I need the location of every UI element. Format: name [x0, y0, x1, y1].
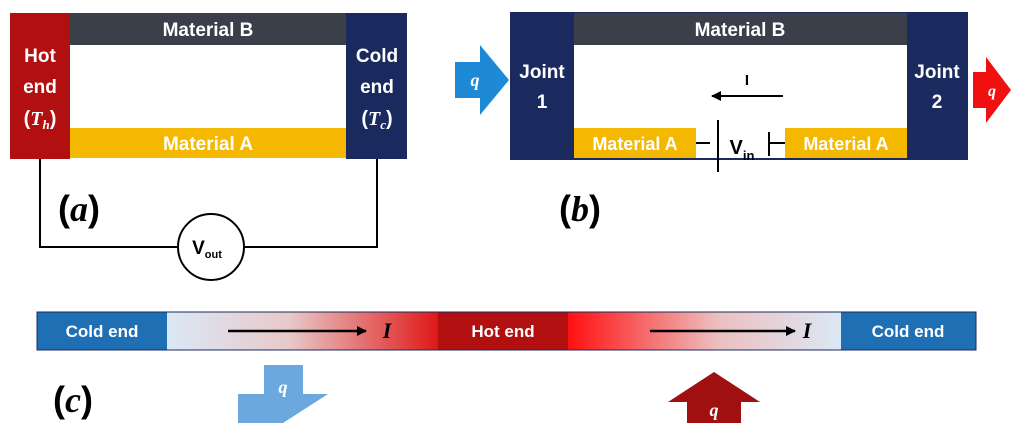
heat-down-label: q: [279, 377, 288, 397]
material-b-label-b: Material B: [695, 20, 786, 41]
heat-up-arrow: [668, 372, 760, 423]
joint-2-text-2: 2: [932, 92, 943, 113]
current-label-left: I: [382, 318, 393, 343]
current-label-b: I: [745, 72, 749, 89]
panel-c-outline: [36, 311, 977, 351]
joint-2-text-1: Joint: [914, 62, 960, 83]
circuit-wire: [39, 159, 378, 248]
cold-end-right-label: Cold end: [872, 322, 945, 341]
cold-end-block: [346, 13, 407, 159]
heat-out-label: q: [988, 83, 996, 100]
cold-end-right-block: [841, 312, 976, 350]
heat-down-arrow: [238, 365, 328, 423]
hot-end-temperature: (Th): [24, 108, 57, 132]
material-a-label-a: Material A: [163, 134, 253, 155]
material-b-label-a: Material B: [163, 20, 254, 41]
voltmeter: [177, 213, 245, 281]
joint-1-text-2: 1: [537, 92, 548, 113]
joint-2-block: [907, 13, 967, 159]
cold-end-text-1: Cold: [356, 46, 398, 67]
panel-a: Material B Material A Hot end (Th) Cold …: [10, 13, 407, 281]
hot-end-center-label: Hot end: [471, 322, 534, 341]
source-label: Vin: [730, 137, 755, 163]
panel-label-b: (b): [559, 188, 601, 229]
hot-end-text-1: Hot: [24, 46, 56, 67]
material-a-right-label: Material A: [803, 134, 888, 154]
cold-end-left-label: Cold end: [66, 322, 139, 341]
panel-label-a: (a): [58, 188, 100, 229]
heat-out-arrow: [973, 57, 1011, 123]
panel-c: Cold end Hot end Cold end I I q q (c): [36, 311, 977, 423]
material-b-bar-a: [70, 13, 346, 45]
material-a-left-label: Material A: [592, 134, 677, 154]
cold-end-text-2: end: [360, 77, 394, 98]
joint-1-text-1: Joint: [519, 62, 565, 83]
panel-label-c: (c): [53, 379, 93, 420]
heat-in-label: q: [471, 70, 480, 90]
material-a-right-bar: [785, 128, 907, 158]
joint-1-block: [511, 13, 574, 159]
current-label-right: I: [802, 318, 813, 343]
voltmeter-label: Vout: [192, 238, 222, 261]
heat-in-arrow: [455, 45, 509, 115]
material-b-bar-b: [574, 13, 907, 45]
panel-b: Material B Joint 1 Joint 2 Material A Ma…: [455, 12, 1011, 229]
material-a-bar-a: [70, 128, 346, 158]
hot-end-block: [10, 13, 70, 159]
cold-end-temperature: (Tc): [361, 108, 392, 132]
heat-up-label: q: [710, 400, 719, 420]
hot-end-center-block: [438, 312, 568, 350]
cold-end-left-block: [37, 312, 167, 350]
material-a-left-bar: [574, 128, 696, 158]
hot-end-text-2: end: [23, 77, 57, 98]
